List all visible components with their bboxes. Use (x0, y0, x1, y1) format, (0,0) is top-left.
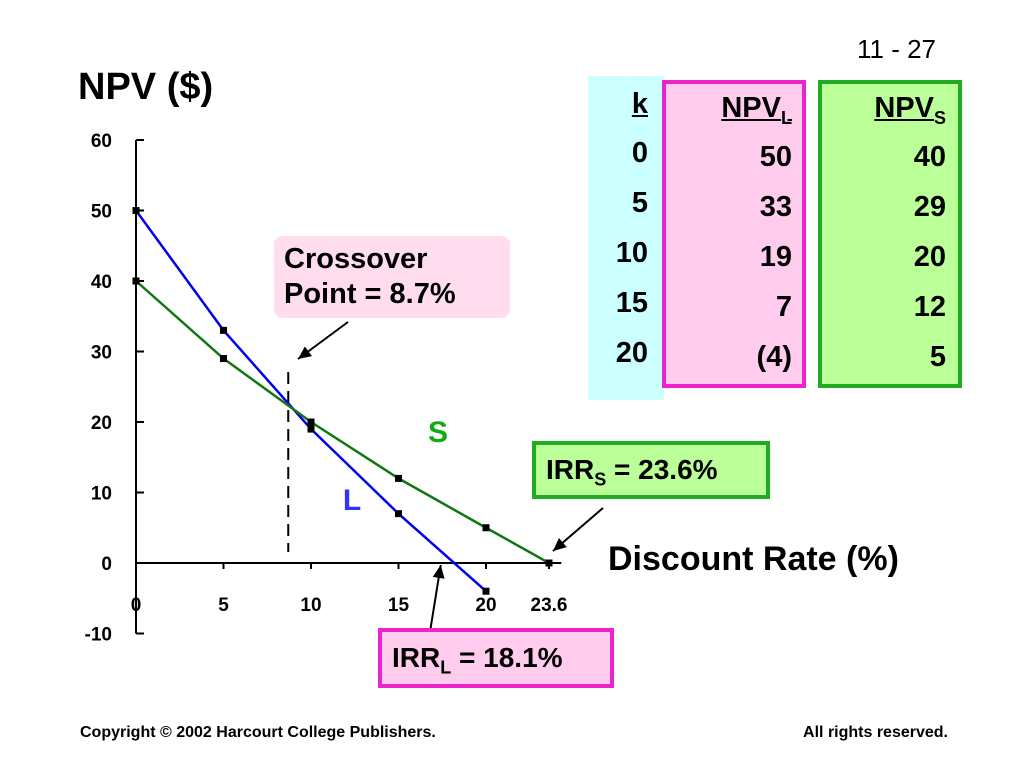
npv-l-cell: (4) (756, 341, 792, 373)
y-tick-label: -10 (85, 625, 112, 646)
data-point-l (307, 425, 315, 433)
slide-number: 11 - 27 (856, 34, 936, 64)
npv-s-column: NPVS 40 29 20 12 5 (818, 80, 962, 388)
x-tick-label: 15 (388, 595, 410, 616)
crossover-label: Crossover (284, 243, 428, 275)
x-axis-title: Discount Rate (%) (608, 540, 899, 578)
x-tick-label: 0 (131, 595, 142, 616)
rights-text: All rights reserved. (803, 724, 948, 741)
data-point-s (395, 474, 402, 482)
data-point-l (132, 207, 140, 214)
crossover-callout: Crossover Point = 8.7% (274, 236, 510, 318)
k-cell: 20 (615, 337, 648, 369)
k-cell: 5 (631, 187, 648, 219)
y-tick-label: 10 (91, 484, 112, 505)
x-tick-label: 23.6 (531, 595, 568, 616)
npv-l-cell: 33 (759, 191, 792, 223)
npv-s-cell: 12 (913, 291, 946, 323)
series-label-l: L (343, 484, 361, 517)
npv-l-cell: 19 (759, 241, 792, 273)
npv-s-cell: 5 (929, 341, 946, 373)
crossover-arrow-head (298, 346, 313, 359)
npv-l-cell: 50 (759, 141, 792, 173)
y-tick-label: 60 (91, 131, 112, 152)
npv-s-header: NPVS (874, 92, 946, 128)
x-tick-label: 20 (475, 595, 496, 616)
irr-l-callout: IRRL = 18.1% (378, 628, 614, 688)
k-cell: 15 (615, 287, 648, 319)
npv-s-cell: 20 (913, 241, 946, 273)
irr-s-arrow-head (553, 537, 567, 551)
k-column: k 0 5 10 15 20 (588, 76, 664, 400)
x-tick-label: 5 (218, 595, 229, 616)
y-tick-label: 50 (91, 202, 112, 223)
data-point-s (132, 277, 140, 285)
series-label-s: S (428, 416, 448, 449)
data-point-s (482, 524, 490, 532)
k-cell: 10 (615, 237, 648, 269)
data-point-l (220, 326, 227, 334)
y-tick-label: 20 (91, 413, 112, 434)
npv-s-cell: 40 (913, 141, 946, 173)
y-tick-label: 40 (91, 272, 112, 293)
k-header: k (631, 88, 648, 120)
data-point-s (307, 418, 315, 426)
x-tick-label: 10 (300, 595, 321, 616)
crossover-value: Point = 8.7% (284, 278, 456, 310)
irr-l-arrow-head (432, 565, 445, 579)
npv-l-header: NPVL (721, 92, 792, 128)
y-tick-label: 30 (91, 343, 112, 364)
y-axis-title: NPV ($) (78, 66, 214, 108)
k-cell: 0 (631, 137, 648, 169)
data-point-s (545, 559, 553, 567)
npv-l-column: NPVL 50 33 19 7 (4) (662, 80, 806, 388)
series-line-s (135, 280, 550, 565)
copyright-text: Copyright © 2002 Harcourt College Publis… (80, 724, 436, 741)
data-point-l (482, 587, 490, 595)
data-point-s (220, 355, 227, 363)
irr-s-callout: IRRS = 23.6% (532, 441, 770, 499)
npv-l-cell: 7 (775, 291, 792, 323)
npv-s-cell: 29 (913, 191, 946, 223)
y-tick-label: 0 (101, 554, 112, 575)
data-point-l (395, 510, 402, 518)
